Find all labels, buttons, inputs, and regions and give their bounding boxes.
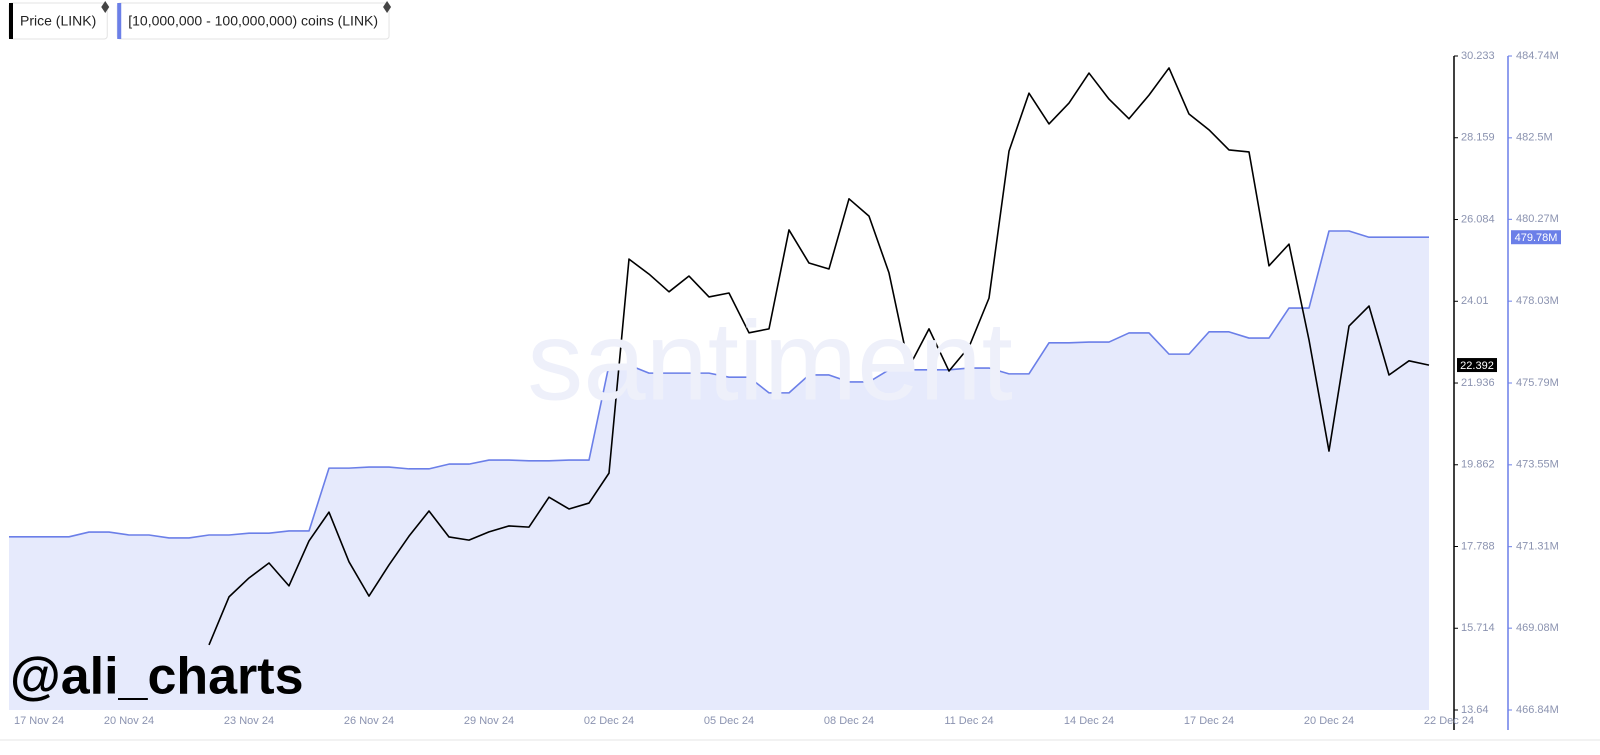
y2-tick-label: 482.5M [1516,132,1553,144]
y2-tick-label: 478.03M [1516,295,1559,307]
y-tick-label: 24.01 [1461,295,1489,307]
legend-swatch [117,3,122,39]
legend-item[interactable]: Price (LINK) [8,1,110,40]
y2-tick-label: 471.31M [1516,541,1559,553]
y-tick-label: 15.714 [1461,622,1495,634]
credit: @ali_charts [10,648,304,706]
x-tick-label: 17 Dec 24 [1184,715,1234,727]
legend-icon [101,1,110,13]
y2-tick-label: 473.55M [1516,459,1559,471]
y2-tick-label: 466.84M [1516,704,1559,716]
value-badge [1457,358,1497,373]
legend-item[interactable]: [10,000,000 - 100,000,000) coins (LINK) [116,1,392,40]
y-tick-label: 19.862 [1461,459,1495,471]
x-tick-label: 11 Dec 24 [944,715,993,727]
legend-icon [383,1,392,13]
legend-label: Price (LINK) [20,13,96,29]
x-tick-label: 14 Dec 24 [1064,715,1114,727]
y-tick-label: 17.788 [1461,540,1495,552]
x-tick-label: 29 Nov 24 [464,715,514,727]
y2-tick-label: 475.79M [1516,377,1559,389]
x-tick-label: 17 Nov 24 [14,715,64,727]
x-tick-label: 02 Dec 24 [584,715,634,727]
x-tick-label: 05 Dec 24 [704,715,754,727]
plot-area [9,67,1430,710]
line [208,67,1430,646]
legend-label: [10,000,000 - 100,000,000) coins (LINK) [128,13,378,29]
y-tick-label: 30.233 [1461,50,1495,62]
y-tick-label: 26.084 [1461,213,1495,225]
line [9,230,1429,539]
value-badge [1511,230,1561,245]
value-badge-label: 479.78M [1515,232,1558,244]
x-tick-label: 20 Nov 24 [104,715,154,727]
x-tick-label: 22 Dec 24 [1424,715,1474,727]
value-badge-label: 22.392 [1460,360,1494,372]
y-tick-label: 13.64 [1461,704,1489,716]
x-tick-label: 20 Dec 24 [1304,715,1354,727]
y2-tick-label: 469.08M [1516,622,1559,634]
x-tick-label: 23 Nov 24 [224,715,274,727]
area [9,231,1429,710]
watermark: santiment [527,299,1013,424]
x-tick-label: 26 Nov 24 [344,715,394,727]
y2-tick-label: 484.74M [1516,50,1559,62]
y-tick-label: 21.936 [1461,377,1495,389]
legend-swatch [9,3,13,39]
y2-tick-label: 480.27M [1516,213,1559,225]
x-tick-label: 08 Dec 24 [824,715,874,727]
y-tick-label: 28.159 [1461,132,1495,144]
